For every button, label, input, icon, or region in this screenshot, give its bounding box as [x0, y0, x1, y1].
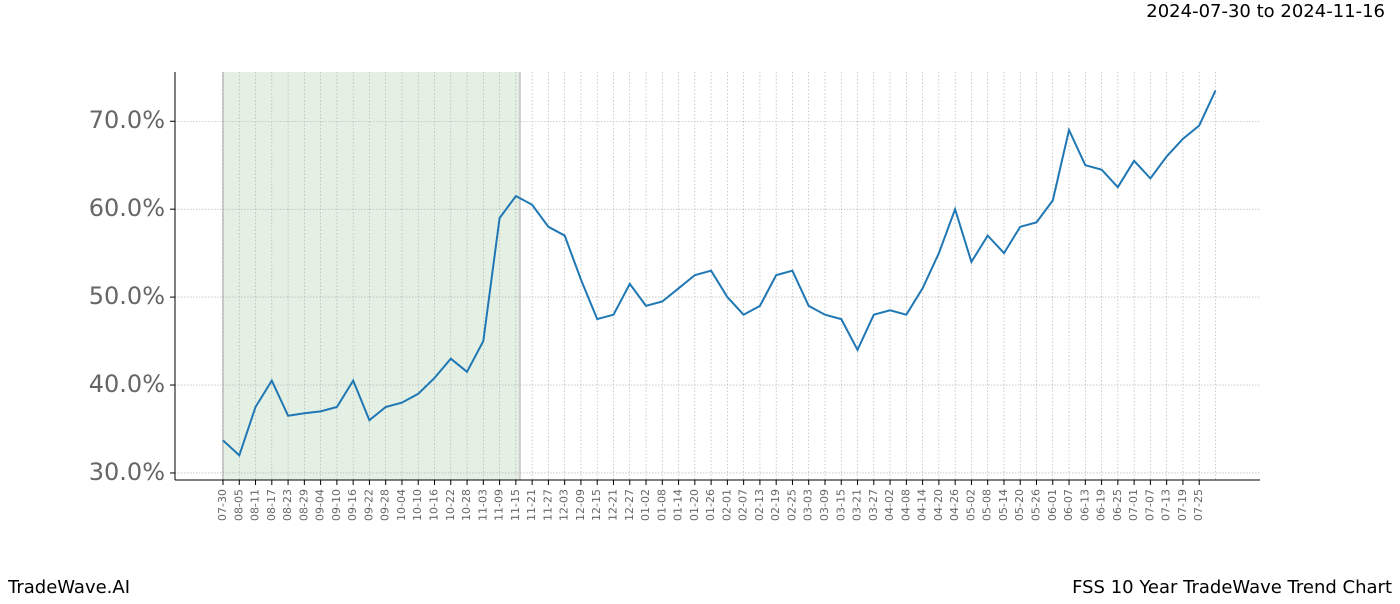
x-tick-label: 07-25 — [1192, 489, 1205, 521]
x-tick-label: 03-03 — [802, 489, 815, 521]
x-tick-label: 07-30 — [216, 489, 229, 521]
x-tick-label: 04-20 — [932, 489, 945, 521]
x-tick-label: 08-11 — [249, 489, 262, 521]
x-tick-label: 05-26 — [1030, 489, 1043, 521]
y-tick-label: 60.0% — [89, 194, 165, 222]
chart-subtitle: 2024-07-30 to 2024-11-16 — [1146, 1, 1385, 22]
y-tick-label: 70.0% — [89, 106, 165, 134]
x-tick-label: 12-27 — [623, 489, 636, 521]
y-tick-label: 40.0% — [89, 370, 165, 398]
x-tick-label: 06-25 — [1111, 489, 1124, 521]
x-tick-label: 04-14 — [916, 489, 929, 521]
x-tick-label: 03-21 — [851, 489, 864, 521]
x-tick-label: 06-19 — [1095, 489, 1108, 521]
x-tick-label: 09-28 — [379, 489, 392, 521]
x-tick-label: 05-02 — [964, 489, 977, 521]
x-tick-label: 07-01 — [1127, 489, 1140, 521]
x-tick-label: 06-13 — [1078, 489, 1091, 521]
x-tick-label: 03-27 — [867, 489, 880, 521]
x-tick-label: 03-15 — [834, 489, 847, 521]
x-tick-label: 11-15 — [509, 489, 522, 521]
x-tick-label: 10-04 — [395, 489, 408, 521]
x-tick-label: 07-19 — [1176, 489, 1189, 521]
x-tick-label: 01-08 — [655, 489, 668, 521]
x-tick-label: 03-09 — [818, 489, 831, 521]
x-tick-label: 11-03 — [476, 489, 489, 521]
x-tick-label: 02-25 — [785, 489, 798, 521]
chart-title: FSS 10 Year TradeWave Trend Chart — [1072, 577, 1392, 598]
x-tick-label: 08-05 — [232, 489, 245, 521]
x-tick-label: 01-26 — [704, 489, 717, 521]
x-tick-label: 09-10 — [330, 489, 343, 521]
x-tick-label: 09-16 — [346, 489, 359, 521]
x-tick-label: 06-01 — [1046, 489, 1059, 521]
x-tick-label: 04-08 — [899, 489, 912, 521]
x-tick-label: 05-20 — [1013, 489, 1026, 521]
x-tick-label: 12-15 — [590, 489, 603, 521]
x-tick-label: 11-21 — [525, 489, 538, 521]
x-tick-label: 12-09 — [574, 489, 587, 521]
x-tick-label: 06-07 — [1062, 489, 1075, 521]
x-tick-label: 04-26 — [948, 489, 961, 521]
x-tick-label: 02-19 — [769, 489, 782, 521]
y-tick-label: 50.0% — [89, 282, 165, 310]
highlight-region — [223, 72, 520, 480]
x-tick-label: 01-14 — [672, 489, 685, 521]
x-tick-label: 10-22 — [444, 489, 457, 521]
x-tick-label: 10-10 — [411, 489, 424, 521]
y-tick-label: 30.0% — [89, 458, 165, 486]
x-tick-label: 11-09 — [493, 489, 506, 521]
x-tick-label: 08-29 — [297, 489, 310, 521]
x-tick-label: 11-27 — [541, 489, 554, 521]
x-tick-label: 04-02 — [883, 489, 896, 521]
x-tick-label: 01-02 — [639, 489, 652, 521]
x-tick-label: 02-13 — [753, 489, 766, 521]
x-tick-label: 02-01 — [720, 489, 733, 521]
x-tick-label: 09-04 — [314, 489, 327, 521]
x-tick-label: 12-03 — [558, 489, 571, 521]
x-tick-label: 02-07 — [737, 489, 750, 521]
brand: TradeWave.AI — [7, 577, 130, 598]
x-tick-label: 10-28 — [460, 489, 473, 521]
x-tick-label: 01-20 — [688, 489, 701, 521]
x-tick-label: 08-23 — [281, 489, 294, 521]
x-tick-label: 05-14 — [997, 489, 1010, 521]
x-tick-label: 10-16 — [428, 489, 441, 521]
x-tick-label: 09-22 — [362, 489, 375, 521]
x-tick-label: 05-08 — [981, 489, 994, 521]
x-tick-label: 08-17 — [265, 489, 278, 521]
x-tick-label: 07-13 — [1160, 489, 1173, 521]
x-tick-label: 12-21 — [606, 489, 619, 521]
x-tick-label: 07-07 — [1143, 489, 1156, 521]
line-series — [222, 90, 1217, 458]
